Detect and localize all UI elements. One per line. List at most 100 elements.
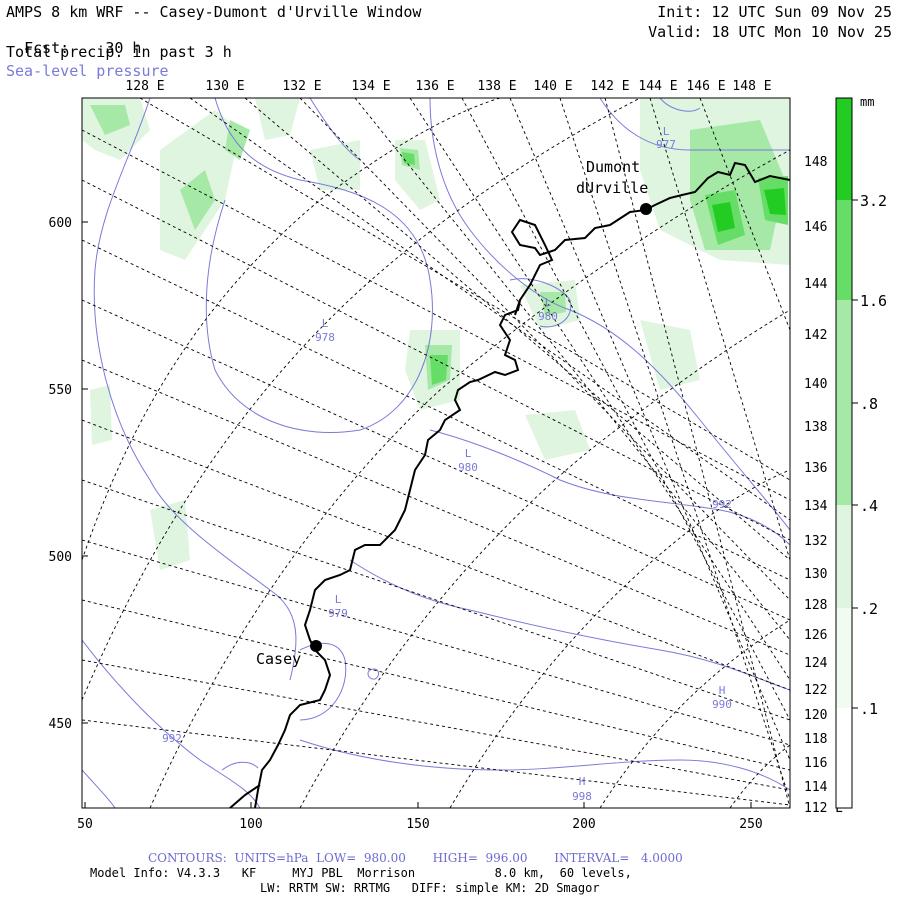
parallel-line bbox=[149, 149, 790, 808]
dumont-durville-marker bbox=[640, 203, 652, 215]
right-axis-label: 136 E bbox=[804, 461, 843, 476]
precip-colorbar: mm 3.2 1.6 .8 .4 .2 .1 bbox=[835, 95, 887, 809]
bottom-axis-label: 250 bbox=[739, 817, 762, 832]
field-description: Total precip. in past 3 h bbox=[6, 43, 232, 61]
top-axis-label: 146 E bbox=[686, 79, 725, 94]
station-label-dumont-line2: dUrville bbox=[576, 179, 648, 197]
meridian-line bbox=[649, 98, 790, 561]
meridian-line bbox=[604, 98, 790, 808]
colorbar-segment-0-4 bbox=[836, 403, 852, 505]
bottom-axis-label: 50 bbox=[77, 817, 93, 832]
right-axis-label: 140 E bbox=[804, 377, 843, 392]
contour-line bbox=[429, 429, 790, 546]
contour-line bbox=[299, 739, 790, 791]
coast-path bbox=[514, 299, 521, 316]
meridian-line bbox=[82, 129, 790, 501]
right-axis-label: 122 E bbox=[804, 683, 843, 698]
right-axis-label: 146 E bbox=[804, 220, 843, 235]
right-axis-label: 128 E bbox=[804, 598, 843, 613]
pressure-center-type: H bbox=[719, 684, 726, 697]
meridian-line bbox=[82, 599, 790, 771]
contour-line bbox=[367, 668, 380, 680]
contour-value-label: 992 bbox=[162, 732, 182, 745]
parallel-line bbox=[599, 619, 790, 808]
colorbar-label: .4 bbox=[860, 497, 878, 515]
contour-line bbox=[659, 98, 701, 112]
bottom-axis-label: 150 bbox=[406, 817, 429, 832]
right-axis-label: 124 E bbox=[804, 656, 843, 671]
right-axis-label: 134 E bbox=[804, 499, 843, 514]
meridian-line bbox=[82, 239, 790, 581]
left-axis: 600 550 500 450 bbox=[49, 216, 72, 732]
right-axis-label: 116 E bbox=[804, 756, 843, 771]
parallel-line bbox=[299, 309, 790, 808]
top-axis-label: 132 E bbox=[282, 79, 321, 94]
valid-time: Valid: 18 UTC Mon 10 Nov 25 bbox=[648, 23, 892, 41]
top-axis-label: 148 E bbox=[732, 79, 771, 94]
colorbar-segment-1-6 bbox=[836, 200, 852, 300]
right-axis-label: 132 E bbox=[804, 534, 843, 549]
colorbar-unit: mm bbox=[860, 95, 874, 109]
precip-shading bbox=[82, 98, 790, 570]
pressure-center-value: 977 bbox=[656, 138, 676, 151]
init-time: Init: 12 UTC Sun 09 Nov 25 bbox=[657, 3, 892, 21]
colorbar-segment-3-2 bbox=[836, 98, 852, 200]
left-axis-ticks bbox=[82, 221, 88, 724]
right-axis-label: 138 E bbox=[804, 420, 843, 435]
graticule bbox=[82, 98, 790, 808]
station-label-dumont-line1: Dumont bbox=[586, 158, 640, 176]
pressure-center-labels: L 977 L 980 L 978 L 980 L 979 H 990 H 99… bbox=[162, 125, 732, 803]
meridian-line bbox=[409, 98, 790, 681]
colorbar-label: 3.2 bbox=[860, 192, 887, 210]
station-label-casey: Casey bbox=[256, 650, 301, 668]
right-axis-label: 130 E bbox=[804, 567, 843, 582]
right-axis-label: 144 E bbox=[804, 277, 843, 292]
left-axis-label: 600 bbox=[49, 216, 72, 231]
pressure-center-value: 978 bbox=[315, 331, 335, 344]
right-axis-label: 114 E bbox=[804, 780, 843, 795]
fcst-value: 30 h bbox=[105, 39, 142, 57]
bottom-axis-label: 100 bbox=[239, 817, 262, 832]
right-axis-label: 126 E bbox=[804, 628, 843, 643]
fcst-label: Fcst: bbox=[24, 39, 70, 57]
bottom-axis: 50 100 150 200 250 bbox=[77, 817, 763, 832]
top-axis-label: 134 E bbox=[351, 79, 390, 94]
colorbar-frame bbox=[835, 97, 853, 809]
colorbar-label: .2 bbox=[860, 600, 878, 618]
pressure-center-type: L bbox=[663, 125, 670, 138]
top-axis: 128 E 130 E 132 E 134 E 136 E 138 E 140 … bbox=[125, 79, 771, 94]
pressure-center-value: 980 bbox=[538, 310, 558, 323]
top-axis-label: 140 E bbox=[533, 79, 572, 94]
physics-info: LW: RRTM SW: RRTMG DIFF: simple KM: 2D S… bbox=[260, 881, 600, 895]
top-axis-label: 138 E bbox=[477, 79, 516, 94]
colorbar-segment-0-1 bbox=[836, 608, 852, 708]
colorbar-ticks bbox=[852, 199, 858, 709]
contour-info: CONTOURS: UNITS=hPa LOW= 980.00 HIGH= 99… bbox=[148, 851, 683, 865]
meridian-line bbox=[354, 98, 790, 641]
meridian-line bbox=[82, 419, 790, 691]
pressure-center-value: 979 bbox=[328, 607, 348, 620]
pressure-center-value: 998 bbox=[572, 790, 592, 803]
colorbar-segment-zero bbox=[836, 708, 852, 808]
plot-frame bbox=[81, 97, 791, 809]
meridian-line bbox=[82, 179, 790, 541]
pressure-center-value: 990 bbox=[712, 698, 732, 711]
top-axis-label: 136 E bbox=[415, 79, 454, 94]
colorbar-label: .1 bbox=[860, 700, 878, 718]
pressure-center-type: L bbox=[335, 593, 342, 606]
contour-line bbox=[309, 98, 361, 161]
left-axis-label: 450 bbox=[49, 717, 72, 732]
meridian-line bbox=[82, 479, 790, 721]
meridian-line bbox=[244, 98, 790, 561]
contour-value-label: 992 bbox=[712, 498, 732, 511]
top-axis-label: 142 E bbox=[590, 79, 629, 94]
right-axis-label: 120 E bbox=[804, 708, 843, 723]
right-axis-label: 142 E bbox=[804, 328, 843, 343]
top-axis-label: 128 E bbox=[125, 79, 164, 94]
parallel-line bbox=[82, 98, 501, 561]
parallel-line bbox=[729, 744, 790, 808]
colorbar-label: .8 bbox=[860, 395, 878, 413]
model-info: Model Info: V4.3.3 KF MYJ PBL Morrison 8… bbox=[90, 866, 632, 880]
map-title: AMPS 8 km WRF -- Casey-Dumont d'Urville … bbox=[6, 3, 422, 21]
meridian-line bbox=[82, 719, 790, 806]
